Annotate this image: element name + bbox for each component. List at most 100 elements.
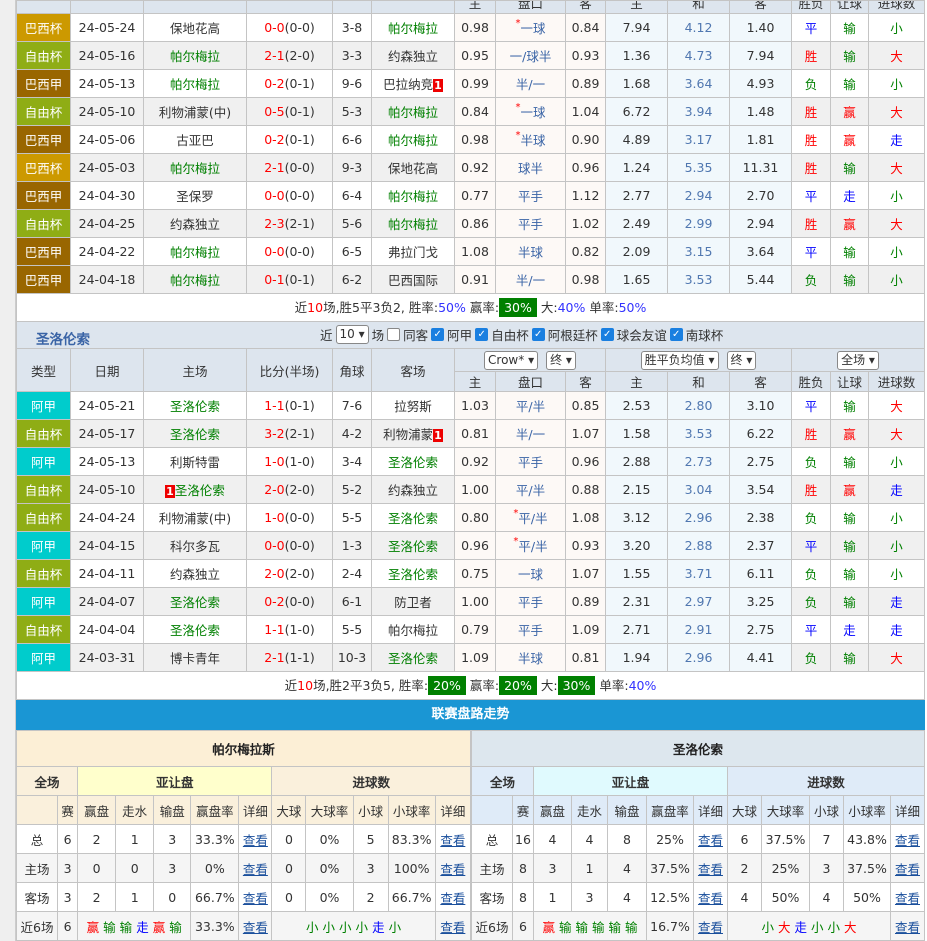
team-name[interactable]: 圣洛伦索: [387, 455, 438, 470]
match-type-badge[interactable]: 阿甲: [16, 531, 71, 560]
team-name[interactable]: 利物浦蒙(中): [158, 511, 232, 526]
handicap-star-icon: *: [515, 18, 521, 29]
team-name[interactable]: 巴西国际: [387, 273, 438, 288]
team-name[interactable]: 圣洛伦索: [387, 567, 438, 582]
match-type-badge[interactable]: 巴西甲: [16, 181, 71, 210]
match-type-badge[interactable]: 自由杯: [16, 503, 71, 532]
view-detail-link[interactable]: 查看: [697, 890, 723, 906]
team-name[interactable]: 帕尔梅拉: [387, 217, 438, 232]
team-name[interactable]: 帕尔梅拉: [169, 77, 220, 92]
recent-ou-result: 大: [777, 919, 791, 935]
filter-checkbox-label[interactable]: 自由杯: [491, 328, 529, 343]
match-type-badge[interactable]: 自由杯: [16, 209, 71, 238]
match-type-badge[interactable]: 巴西甲: [16, 69, 71, 98]
team-name[interactable]: 约森独立: [387, 483, 438, 498]
average-select[interactable]: 胜平负均值 ▾: [640, 350, 719, 370]
view-detail-link[interactable]: 查看: [894, 861, 920, 877]
team-name[interactable]: 圣洛伦索: [387, 539, 438, 554]
match-type-badge[interactable]: 阿甲: [16, 587, 71, 616]
match-type-badge[interactable]: 自由杯: [16, 41, 71, 70]
team-name[interactable]: 圣洛伦索: [387, 651, 438, 666]
filter-checkbox[interactable]: ✓: [475, 328, 489, 341]
filter-checkbox-label[interactable]: 球会友谊: [616, 328, 667, 343]
team-name[interactable]: 圣洛伦索: [169, 427, 220, 442]
team-name[interactable]: 帕尔梅拉: [387, 21, 438, 36]
team-name[interactable]: 利物浦蒙(中): [158, 105, 232, 120]
view-detail-link[interactable]: 查看: [894, 890, 920, 906]
team-name[interactable]: 科尔多瓦: [169, 539, 220, 554]
company-select[interactable]: Crow* ▾: [484, 350, 539, 370]
match-type-badge[interactable]: 自由杯: [16, 475, 71, 504]
average-mode-select[interactable]: 终 ▾: [726, 350, 757, 370]
view-detail-link[interactable]: 查看: [242, 832, 268, 848]
match-type-badge[interactable]: 自由杯: [16, 615, 71, 644]
team-name[interactable]: 弗拉门戈: [387, 245, 438, 260]
team-name[interactable]: 防卫者: [394, 595, 432, 610]
filter-checkbox[interactable]: ✓: [669, 328, 683, 341]
filter-checkbox[interactable]: ✓: [600, 328, 614, 341]
team-name[interactable]: 帕尔梅拉: [387, 133, 438, 148]
match-type-badge[interactable]: 自由杯: [16, 97, 71, 126]
view-detail-link[interactable]: 查看: [440, 861, 466, 877]
match-type-badge[interactable]: 阿甲: [16, 391, 71, 420]
filter-checkbox-label[interactable]: 阿甲: [447, 328, 473, 343]
filter-checkbox-label[interactable]: 同客: [403, 328, 429, 343]
match-type-badge[interactable]: 巴西甲: [16, 237, 71, 266]
view-detail-link[interactable]: 查看: [242, 890, 268, 906]
trend-cell: 主场: [15, 853, 59, 883]
team-name[interactable]: 帕尔梅拉: [387, 623, 438, 638]
view-detail-link[interactable]: 查看: [697, 861, 723, 877]
team-name[interactable]: 拉努斯: [394, 399, 432, 414]
team-name[interactable]: 古亚巴: [176, 133, 214, 148]
team-name[interactable]: 圣洛伦索: [169, 623, 220, 638]
team-name[interactable]: 帕尔梅拉: [169, 49, 220, 64]
view-detail-link[interactable]: 查看: [697, 919, 723, 935]
team-name[interactable]: 巴拉纳竞: [383, 77, 434, 92]
view-detail-link[interactable]: 查看: [440, 832, 466, 848]
team-name[interactable]: 圣洛伦索: [387, 511, 438, 526]
filter-checkbox[interactable]: [387, 328, 401, 341]
team-name[interactable]: 利物浦蒙: [383, 427, 434, 442]
company-mode-select[interactable]: 终 ▾: [546, 350, 576, 370]
view-detail-link[interactable]: 查看: [242, 919, 268, 935]
team-name[interactable]: 约森独立: [387, 49, 438, 64]
away-team-cell: 圣洛伦索: [371, 643, 455, 672]
view-detail-link[interactable]: 查看: [242, 861, 268, 877]
team-name[interactable]: 帕尔梅拉: [169, 161, 220, 176]
team-name[interactable]: 帕尔梅拉: [387, 105, 438, 120]
view-detail-link[interactable]: 查看: [894, 832, 920, 848]
team-name[interactable]: 保地花高: [387, 161, 438, 176]
team-name[interactable]: 约森独立: [169, 217, 220, 232]
team-name[interactable]: 帕尔梅拉: [169, 245, 220, 260]
team-name[interactable]: 圣洛伦索: [174, 483, 225, 498]
team-name[interactable]: 博卡青年: [169, 651, 220, 666]
team-name[interactable]: 帕尔梅拉: [169, 273, 220, 288]
team-name[interactable]: 保地花高: [169, 21, 220, 36]
team-name[interactable]: 约森独立: [169, 567, 220, 582]
filter-checkbox-label[interactable]: 南球杯: [685, 328, 724, 343]
team-name[interactable]: 帕尔梅拉: [387, 189, 438, 204]
filter-checkbox[interactable]: ✓: [531, 328, 545, 341]
team-name[interactable]: 圣保罗: [176, 189, 214, 204]
home-team-cell: 古亚巴: [143, 125, 247, 154]
view-detail-link[interactable]: 查看: [894, 919, 920, 935]
match-type-badge[interactable]: 巴西杯: [16, 153, 71, 182]
match-type-badge[interactable]: 自由杯: [16, 559, 71, 588]
match-count-select[interactable]: 10 ▾: [335, 325, 369, 344]
team-name[interactable]: 圣洛伦索: [169, 399, 220, 414]
team-name[interactable]: 利斯特雷: [169, 455, 220, 470]
view-detail-link[interactable]: 查看: [697, 832, 723, 848]
view-detail-link[interactable]: 查看: [440, 919, 466, 935]
match-type-badge[interactable]: 巴西甲: [16, 265, 71, 294]
team-name[interactable]: 圣洛伦索: [169, 595, 220, 610]
view-detail-link[interactable]: 查看: [440, 890, 466, 906]
match-type-badge[interactable]: 自由杯: [16, 419, 71, 448]
filter-checkbox-label[interactable]: 阿根廷杯: [547, 328, 598, 343]
match-type-badge[interactable]: 巴西甲: [16, 125, 71, 154]
period-select[interactable]: 全场 ▾: [837, 350, 879, 370]
filter-checkbox[interactable]: ✓: [431, 328, 445, 341]
eu-home-odds: 2.09: [605, 237, 668, 266]
match-type-badge[interactable]: 阿甲: [16, 447, 71, 476]
match-type-badge[interactable]: 阿甲: [16, 643, 71, 672]
match-type-badge[interactable]: 巴西杯: [16, 13, 71, 42]
